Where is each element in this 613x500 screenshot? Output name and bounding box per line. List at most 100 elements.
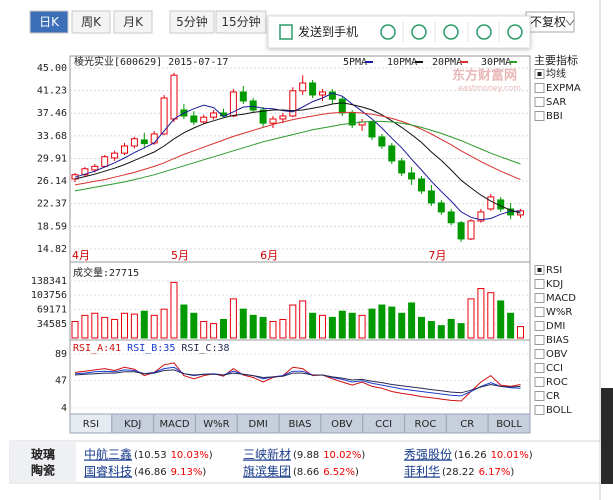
indicator-option[interactable]: BOLL <box>546 405 572 416</box>
indicator-checkbox[interactable] <box>534 363 545 373</box>
indicator-tab-label[interactable]: ROC <box>415 419 437 430</box>
indicator-tab-label[interactable]: KDJ <box>124 419 141 430</box>
candle-body <box>368 121 376 138</box>
indicator-tab-label[interactable]: MACD <box>160 419 190 430</box>
stock-name[interactable]: 国睿科技 <box>84 464 132 479</box>
volume-bar <box>507 312 515 339</box>
volume-bar <box>328 316 336 339</box>
stock-name[interactable]: 中航三鑫 <box>84 447 132 462</box>
indicator-option[interactable]: OBV <box>546 349 567 360</box>
indicator-tab-label[interactable]: OBV <box>331 419 352 430</box>
toolbar-icon[interactable] <box>507 24 523 40</box>
indicator-checkbox[interactable] <box>534 97 545 107</box>
rsi-legend: RSI_A:41 <box>73 343 121 354</box>
indicator-checkbox[interactable] <box>534 335 545 345</box>
period-tab-label[interactable]: 月K <box>123 15 144 29</box>
indicator-checkbox[interactable] <box>534 349 545 359</box>
indicator-option[interactable]: DMI <box>546 321 565 332</box>
y-tick-label: 37.46 <box>37 108 67 119</box>
stock-change: 10.03% <box>171 450 209 461</box>
indicator-option[interactable]: EXPMA <box>546 83 581 94</box>
indicator-option[interactable]: KDJ <box>546 279 563 290</box>
send-icon[interactable] <box>279 24 293 40</box>
indicator-checkbox[interactable] <box>534 405 545 415</box>
candle-body <box>467 220 475 240</box>
watermark: 东方财富网 <box>452 68 517 84</box>
toolbar-icon[interactable] <box>443 24 459 40</box>
indicator-checkbox[interactable] <box>534 321 545 331</box>
watermark-url: eastmoney.com <box>458 84 521 93</box>
rsi-legend: RSI_B:35 <box>127 343 175 354</box>
indicator-option[interactable]: RSI <box>546 265 562 276</box>
indicator-check <box>537 72 542 76</box>
period-tab[interactable] <box>29 10 69 34</box>
stock-name[interactable]: 旗滨集团 <box>243 464 291 479</box>
period-tab-label[interactable]: 周K <box>81 15 102 29</box>
period-tab-label[interactable]: 日K <box>39 15 60 29</box>
sector-title: 玻璃 <box>31 447 55 462</box>
volume-bar <box>279 318 287 339</box>
toolbar-icon[interactable] <box>476 24 492 40</box>
volume-bar <box>111 318 119 339</box>
indicator-checkbox[interactable] <box>534 377 545 387</box>
stock-price: 28.22 <box>446 467 475 478</box>
indicator-checkbox[interactable] <box>534 307 545 317</box>
period-tab[interactable] <box>215 10 267 34</box>
indicator-tab-label[interactable]: RSI <box>83 419 99 430</box>
indicator-tab-label[interactable]: CCI <box>375 419 392 430</box>
candle-body <box>447 211 455 224</box>
indicator-option[interactable]: ROC <box>546 377 568 388</box>
toolbar-icon[interactable] <box>411 24 427 40</box>
indicator-tab[interactable] <box>487 413 531 434</box>
period-tab-label[interactable]: 5分钟 <box>176 14 208 29</box>
indicator-option[interactable]: CR <box>546 391 560 402</box>
volume-bar <box>160 308 168 339</box>
indicator-option[interactable]: MACD <box>546 293 576 304</box>
ma-line <box>74 102 521 214</box>
indicator-option[interactable]: BBI <box>546 111 563 122</box>
indicator-option[interactable]: SAR <box>546 97 566 108</box>
send-to-phone[interactable]: 发送到手机 <box>298 24 358 39</box>
indicator-option[interactable]: W%R <box>546 307 572 318</box>
stock-name[interactable]: 秀强股份 <box>404 448 452 462</box>
indicator-tab-label[interactable]: W%R <box>203 419 229 430</box>
candle-body <box>121 145 128 154</box>
stock-price: 46.86 <box>138 467 167 478</box>
paren: ) <box>361 450 365 461</box>
adjust-select-label[interactable]: 不复权 <box>530 15 566 29</box>
period-tab[interactable] <box>169 10 215 34</box>
indicator-option[interactable]: BIAS <box>546 335 569 346</box>
indicator-checkbox[interactable] <box>534 391 545 401</box>
candle-body <box>427 190 435 204</box>
candle-body <box>160 97 168 135</box>
indicator-option[interactable]: 均线 <box>546 67 566 80</box>
y-tick-label: 29.91 <box>37 154 67 165</box>
volume-bar <box>427 321 435 339</box>
y-tick-label: 69171 <box>37 304 67 315</box>
indicator-checkbox[interactable] <box>534 111 545 121</box>
indicator-checkbox[interactable] <box>534 279 545 289</box>
paren: ( <box>134 450 138 461</box>
period-tab[interactable] <box>71 10 111 34</box>
indicator-tab-label[interactable]: BOLL <box>496 419 522 430</box>
stock-name[interactable]: 菲利华 <box>404 465 440 479</box>
indicator-option[interactable]: CCI <box>546 363 563 374</box>
candle-body <box>477 211 485 222</box>
period-tab-label[interactable]: 15分钟 <box>221 14 260 29</box>
indicator-tab-label[interactable]: CR <box>460 419 474 430</box>
candle-body <box>101 156 109 167</box>
volume-bar <box>210 323 218 339</box>
candle-body <box>170 74 178 120</box>
toolbar-icon[interactable] <box>380 24 396 40</box>
stock-name[interactable]: 三峡新材 <box>243 447 291 462</box>
volume-bar <box>497 300 505 339</box>
y-tick-label: 33.68 <box>37 131 67 142</box>
indicator-tab-label[interactable]: BIAS <box>289 419 312 430</box>
indicator-checkbox[interactable] <box>534 83 545 93</box>
indicator-checkbox[interactable] <box>534 293 545 303</box>
indicator-tab-label[interactable]: DMI <box>249 419 268 430</box>
period-tab[interactable] <box>113 10 153 34</box>
candle-body <box>319 91 326 96</box>
stock-change: 10.01% <box>491 450 529 461</box>
y-tick-label: 22.37 <box>37 199 67 210</box>
